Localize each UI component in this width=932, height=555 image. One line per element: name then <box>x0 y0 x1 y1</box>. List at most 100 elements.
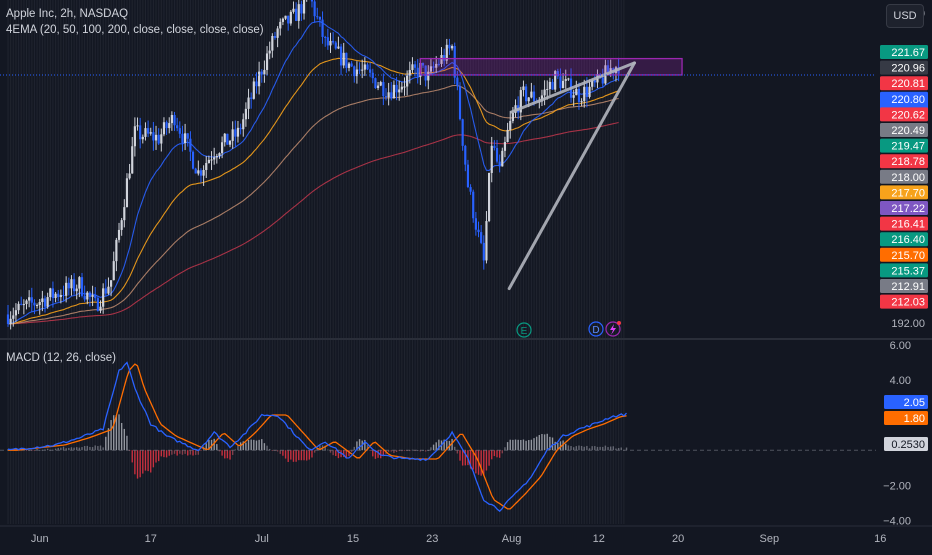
candle <box>509 110 512 139</box>
candle-body <box>532 91 536 102</box>
price-label: 216.41 <box>880 216 928 231</box>
session-stripe <box>551 0 554 524</box>
session-stripe <box>332 0 334 524</box>
candle-body <box>160 134 163 144</box>
earnings-marker-circle <box>516 322 532 338</box>
candle-body <box>223 133 226 143</box>
macd-histogram-bar <box>300 450 303 461</box>
candle-body <box>6 314 10 324</box>
candle-body <box>466 164 470 188</box>
candle <box>398 80 401 101</box>
session-stripe <box>398 0 400 524</box>
candle <box>99 300 102 314</box>
time-axis-tick: 20 <box>672 533 684 545</box>
macd-histogram-bar <box>517 439 519 451</box>
session-stripe <box>15 0 17 524</box>
candle <box>30 287 33 313</box>
time-axis-tick: Jul <box>255 533 269 545</box>
session-stripe <box>303 0 305 524</box>
candle <box>403 77 406 96</box>
candle-body <box>358 69 361 71</box>
candle <box>136 117 139 131</box>
macd-legend: MACD (12, 26, close) <box>6 352 116 364</box>
candle-body <box>268 50 271 54</box>
macd-histogram-bar <box>229 450 231 460</box>
candle <box>149 127 152 136</box>
candle-body <box>234 129 237 137</box>
candle <box>329 32 332 53</box>
macd-histogram-bar <box>615 448 617 451</box>
candle-body <box>28 297 31 301</box>
session-stripe <box>448 0 450 524</box>
session-stripe <box>78 0 80 524</box>
macd-histogram-bar <box>512 439 514 451</box>
candle <box>88 291 92 307</box>
macd-histogram-bar <box>284 450 287 459</box>
candle <box>228 139 232 148</box>
session-stripe <box>242 0 244 524</box>
session-stripe <box>208 0 210 524</box>
session-stripe <box>139 0 141 524</box>
candle <box>292 1 295 14</box>
candle-body <box>170 115 173 124</box>
macd-histogram-bar <box>549 436 551 451</box>
candle-body <box>350 63 353 67</box>
candle-body <box>242 119 245 130</box>
candle <box>313 0 316 23</box>
candle-body <box>136 125 139 127</box>
time-axis-tick: Jun <box>31 533 49 545</box>
candle-body <box>548 81 551 90</box>
candle <box>332 32 335 45</box>
price-label-text: 220.96 <box>891 63 925 75</box>
candle-body <box>146 128 150 134</box>
macd-histogram-bar <box>91 447 94 451</box>
macd-histogram-bar <box>343 450 345 457</box>
session-stripe <box>567 0 569 524</box>
candle <box>490 136 493 183</box>
candle-body <box>577 88 581 103</box>
currency-button[interactable]: USD <box>886 4 924 28</box>
session-stripe <box>411 0 414 524</box>
session-stripe <box>39 0 41 524</box>
session-stripe <box>459 0 461 524</box>
candle-body <box>432 66 435 68</box>
candle <box>258 61 261 95</box>
macd-histogram-bar <box>366 445 369 451</box>
candle <box>152 121 155 151</box>
candle-body <box>49 288 52 298</box>
time-axis-tick: Sep <box>759 533 779 545</box>
macd-histogram-bar <box>480 450 482 476</box>
candle-body <box>25 300 28 305</box>
price-label-bg <box>880 60 928 75</box>
candle-body <box>461 119 464 146</box>
macd-histogram-bar <box>160 450 163 457</box>
macd-histogram-bar <box>520 439 522 451</box>
price-label-bg <box>880 154 928 169</box>
session-stripe <box>422 0 424 524</box>
session-stripe <box>419 0 421 524</box>
candle-body <box>194 168 197 174</box>
candle-body <box>490 145 493 173</box>
candle-body <box>511 112 514 122</box>
session-stripe <box>76 0 78 524</box>
candle <box>554 69 557 93</box>
wedge-trendline <box>507 61 636 291</box>
candle-body <box>429 66 433 72</box>
macd-histogram-bar <box>612 446 615 451</box>
candle <box>506 122 509 143</box>
price-label: 218.00 <box>880 169 928 184</box>
session-stripe <box>300 0 303 524</box>
candle-body <box>445 44 448 61</box>
macd-histogram-bar <box>226 450 229 459</box>
macd-histogram-bar <box>76 447 78 451</box>
macd-histogram-bar <box>464 450 466 466</box>
macd-histogram-bar <box>97 446 99 451</box>
candle <box>390 82 393 101</box>
session-stripe <box>224 0 226 524</box>
session-stripe <box>509 0 511 524</box>
session-stripe <box>438 0 440 524</box>
session-stripe <box>290 0 292 524</box>
candle <box>184 123 187 151</box>
